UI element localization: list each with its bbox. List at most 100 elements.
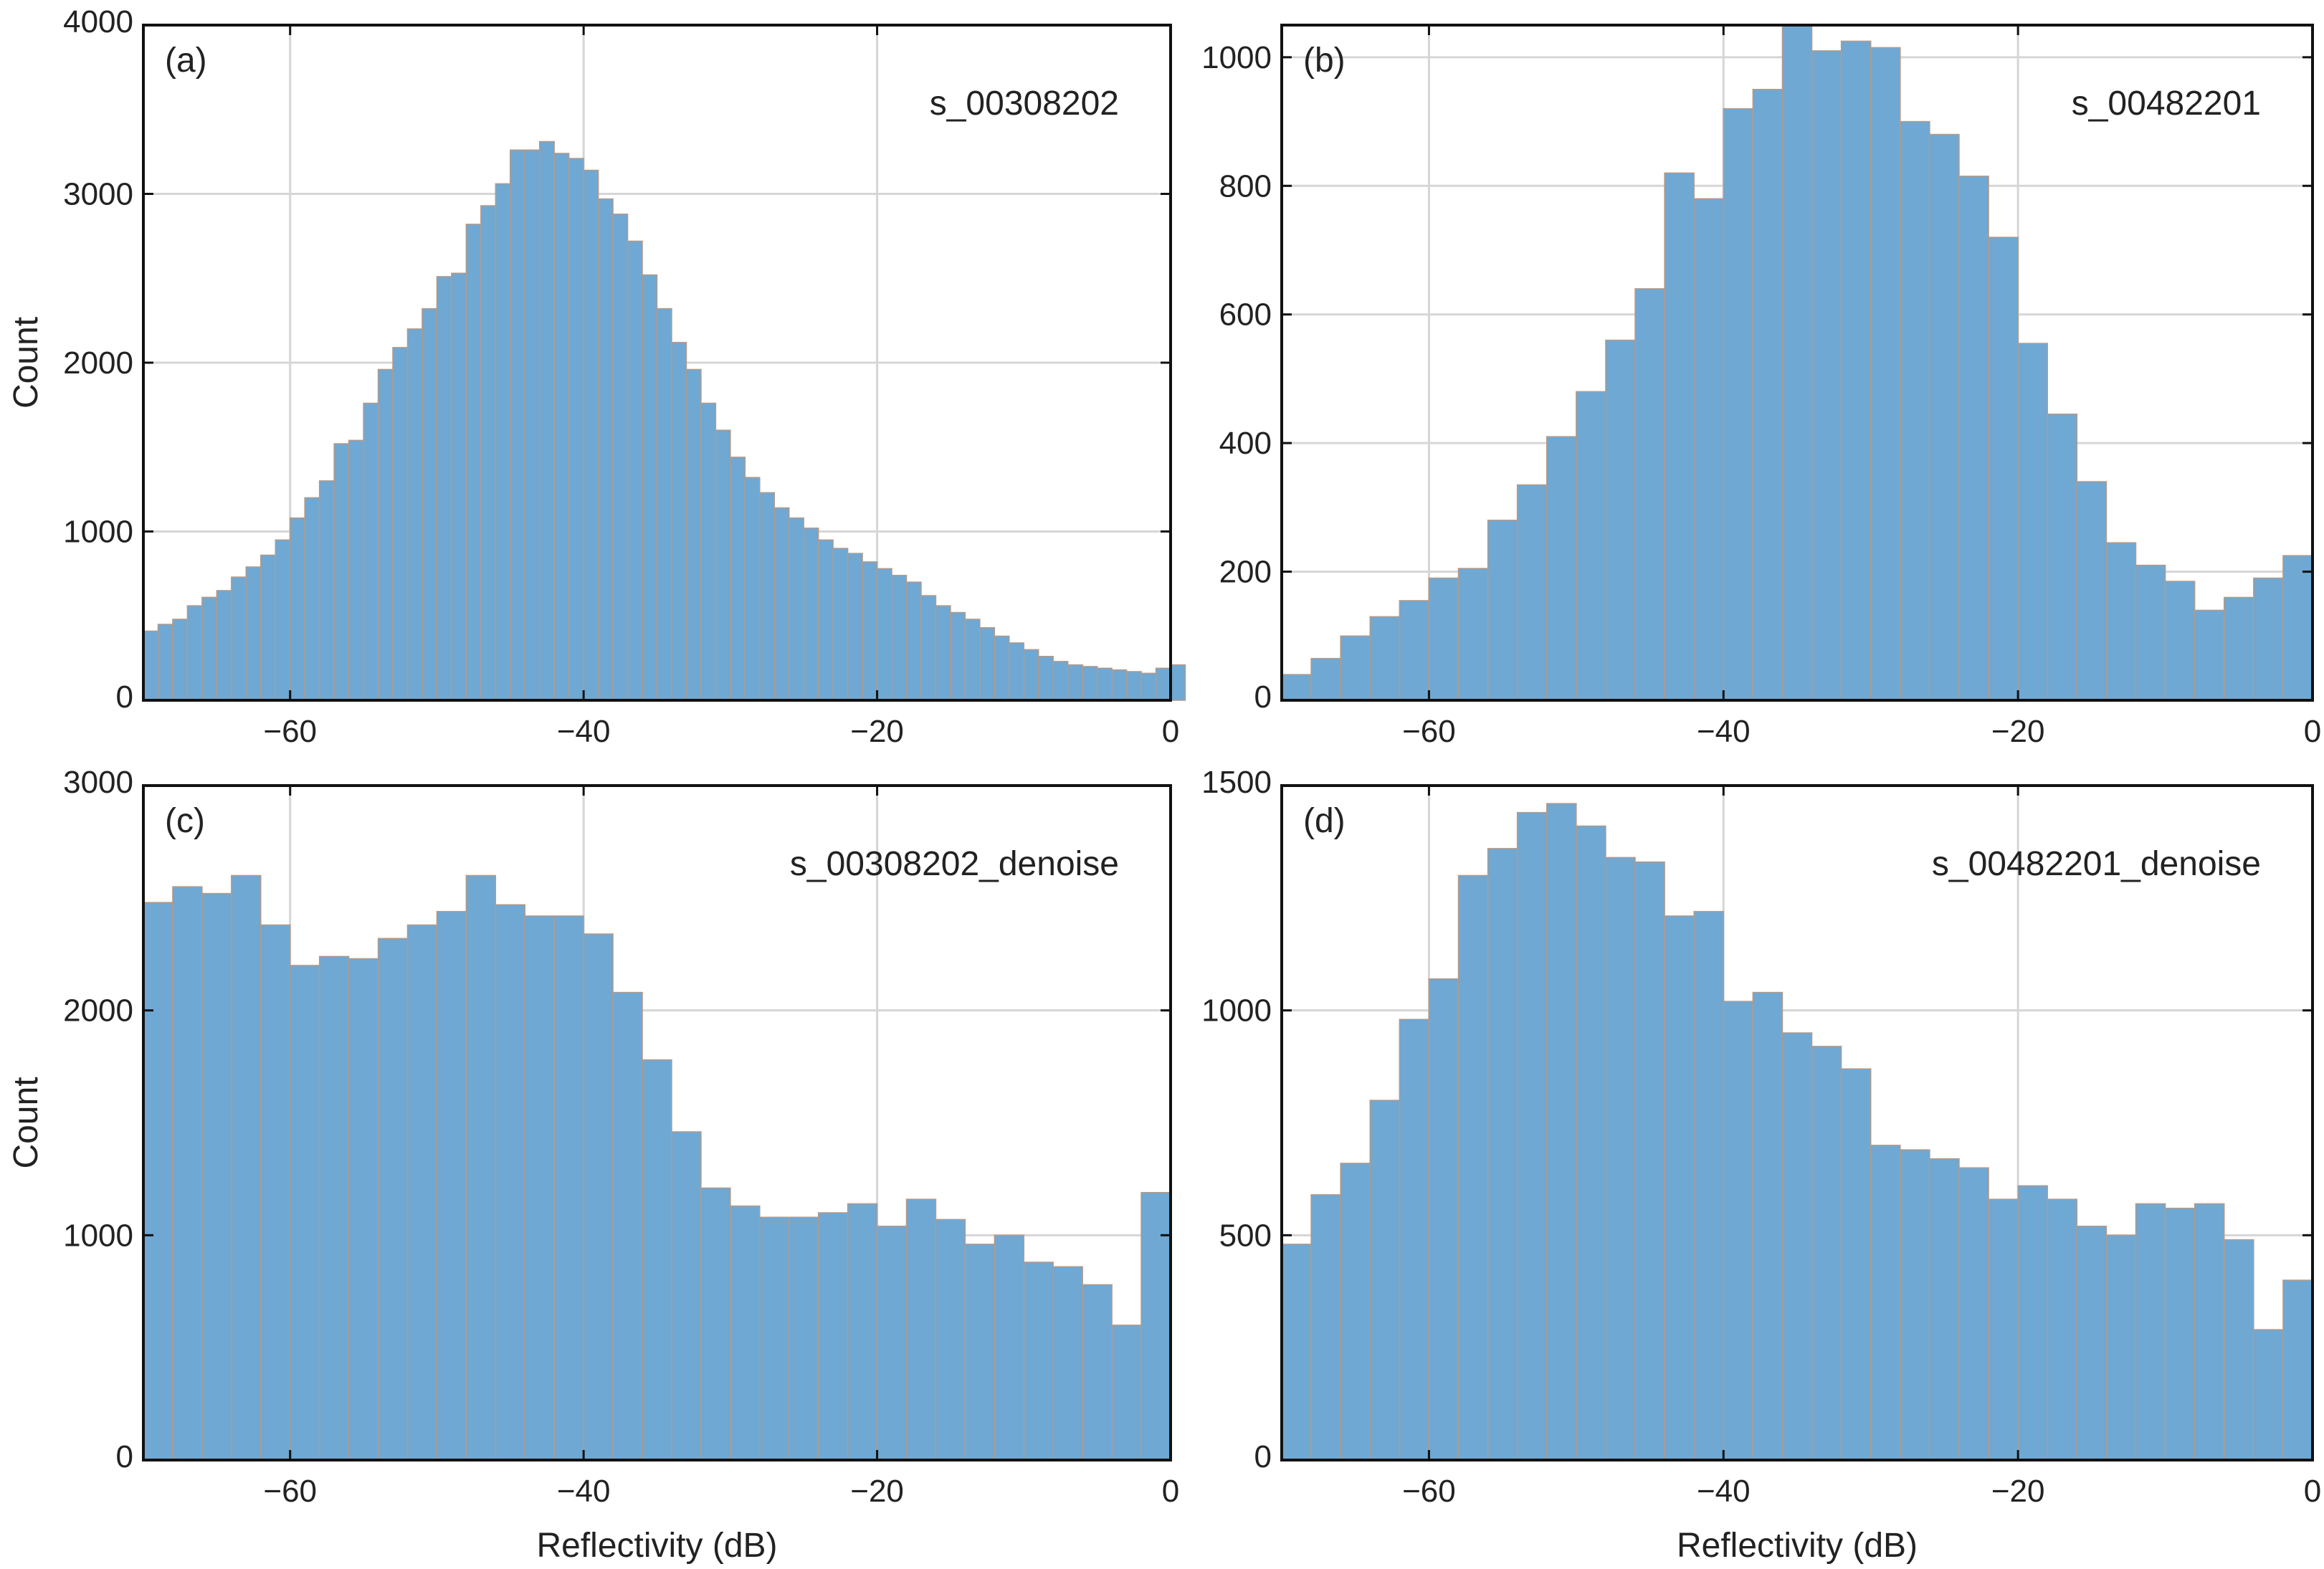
histogram-bar [862, 561, 878, 701]
histogram-bar [1576, 825, 1606, 1461]
histogram-bar [260, 554, 276, 701]
y-tick-label: 3000 [63, 177, 133, 212]
histogram-bar [1052, 1266, 1083, 1461]
histogram-bar [2135, 1203, 2166, 1461]
y-tick-label: 0 [1254, 1439, 1272, 1474]
histogram-bar [1516, 484, 1548, 701]
histogram-bar [406, 328, 423, 701]
histogram-bar [1067, 664, 1083, 701]
dataset-name: s_00308202 [930, 85, 1119, 123]
y-tick-label: 0 [116, 679, 133, 715]
y-tick-label: 400 [1219, 426, 1272, 461]
histogram-bar [583, 169, 599, 701]
histogram-bar [642, 274, 658, 701]
histogram-bar [2253, 577, 2284, 701]
histogram-bar [1399, 1019, 1430, 1461]
x-tick-label: 0 [1162, 1474, 1179, 1509]
histogram-bar [2047, 1198, 2078, 1461]
histogram-bar [920, 595, 937, 701]
panel-tag: (a) [165, 42, 207, 80]
dataset-name: s_00308202_denoise [790, 845, 1119, 883]
histogram-bar [744, 477, 761, 701]
histogram-bar [201, 892, 232, 1461]
histogram-bar [612, 991, 643, 1461]
histogram-bar [788, 517, 804, 701]
histogram-bar [1988, 1198, 2019, 1461]
x-tick-label: −40 [1697, 714, 1751, 749]
histogram-bar [480, 205, 497, 701]
histogram-bar [1516, 811, 1548, 1461]
histogram-bar [847, 1203, 878, 1461]
histogram-bar [1369, 616, 1401, 701]
histogram-bars [143, 874, 1171, 1461]
histogram-bar [524, 915, 555, 1461]
histogram-bar [568, 158, 584, 701]
histogram-bar [318, 955, 350, 1461]
x-tick-label: −60 [1402, 714, 1456, 749]
histogram-bar [730, 457, 746, 701]
histogram-bar [994, 635, 1010, 701]
histogram-bar [318, 480, 335, 701]
histogram-bar [847, 553, 863, 701]
histogram-bar [1281, 1244, 1312, 1461]
histogram-bar [422, 307, 438, 701]
panel-tag: (b) [1303, 42, 1346, 80]
histogram-bar [157, 624, 173, 701]
histogram-bar [2194, 609, 2225, 701]
histogram-bar [1082, 1284, 1113, 1461]
histogram-bar [1023, 1262, 1054, 1461]
panel-a: −60 −40 −20 0 0 1000 2000 3000 4000 (a) s_00308202… [7, 4, 1186, 749]
y-tick-label: 0 [116, 1439, 133, 1474]
histogram-bar [1752, 991, 1784, 1461]
x-tick-label: −60 [263, 714, 317, 749]
histogram-bar [1281, 674, 1312, 701]
histogram-bar [524, 149, 540, 701]
histogram-bar [700, 402, 717, 701]
histogram-bar [143, 630, 159, 701]
histogram-bar [216, 590, 232, 701]
histogram-bar [671, 1131, 702, 1461]
histogram-bar [333, 443, 350, 701]
histogram-bars [1281, 24, 2313, 701]
x-tick-label: −40 [557, 714, 611, 749]
y-tick-label: 1000 [63, 1218, 133, 1253]
histogram-bar [730, 1205, 761, 1461]
histogram-bar [289, 517, 305, 701]
histogram-bar [143, 902, 173, 1461]
y-axis-title: Count [7, 1077, 45, 1168]
histogram-bar [656, 307, 672, 701]
histogram-bars [143, 140, 1186, 701]
histogram-bar [2076, 1226, 2108, 1461]
histogram-bar [1811, 1046, 1842, 1461]
histogram-bar [465, 874, 497, 1461]
histogram-bar [2047, 414, 2078, 701]
histogram-bar [1605, 339, 1636, 701]
histogram-bar [1929, 133, 1960, 701]
histogram-bar [994, 1234, 1025, 1461]
histogram-bar [1428, 577, 1459, 701]
panel-d: −60 −40 −20 0 0 500 1000 1500 (d) s_00482201_deno… [1201, 765, 2321, 1565]
histogram-bar [1870, 47, 1901, 701]
y-axis-title: Count [7, 317, 45, 409]
dataset-name: s_00482201 [2072, 85, 2261, 123]
y-tick-label: 1500 [1201, 765, 1272, 800]
histogram-bar [1140, 672, 1157, 701]
histogram-bar [759, 492, 776, 701]
histogram-bar [186, 605, 203, 701]
panel-tag: (c) [165, 802, 205, 840]
histogram-bar [1369, 1100, 1401, 1461]
histogram-bar [803, 528, 819, 701]
histogram-bar [905, 1198, 937, 1461]
histogram-bar [964, 619, 981, 701]
histogram-bar [1140, 1191, 1171, 1461]
histogram-bar [1693, 198, 1725, 701]
histogram-bar [289, 965, 320, 1461]
y-tick-label: 800 [1219, 168, 1272, 204]
histogram-bar [627, 240, 643, 701]
histogram-bar [2282, 1279, 2313, 1461]
x-axis-title: Reflectivity (dB) [536, 1527, 777, 1565]
histogram-bar [876, 568, 892, 701]
histogram-bar [1546, 436, 1577, 701]
x-tick-label: −20 [1991, 1474, 2045, 1509]
histogram-bar [817, 539, 834, 701]
